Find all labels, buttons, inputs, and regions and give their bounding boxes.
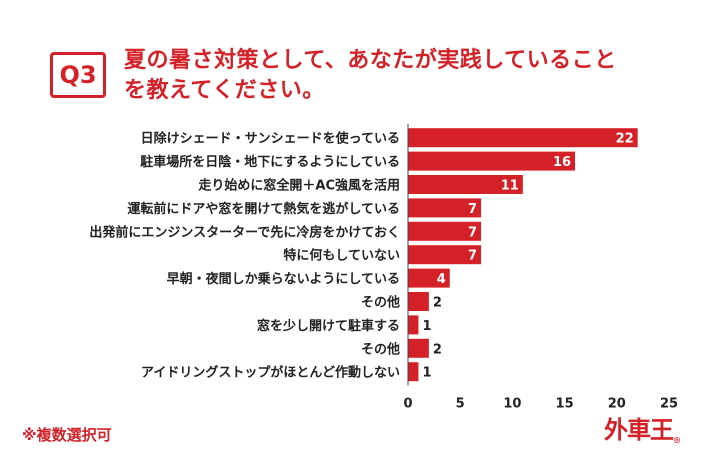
x-tick-label-5: 25 [660,396,678,411]
question-title: 夏の暑さ対策として、あなたが実践していること を教えてください。 [124,46,684,106]
bar-9 [408,338,429,358]
bar-2 [408,175,523,194]
bar-1 [408,151,576,171]
category-label-6: 早朝・夜間しか乗らないようにしている [167,271,400,287]
bar-10 [408,362,419,382]
value-label-3: 7 [468,202,477,217]
value-label-9: 2 [433,342,442,357]
bar-8 [408,315,419,335]
category-label-0: 日除けシェード・サンシェードを使っている [141,131,400,147]
category-label-10: アイドリングストップがほとんど作動しない [141,365,400,381]
x-tick-label-3: 15 [556,396,574,411]
logo-registered-mark: ® [673,435,681,445]
category-label-5: 特に何もしていない [283,248,400,264]
category-label-9: その他 [361,341,400,357]
bar-7 [408,292,429,311]
question-badge: Q3 [50,52,106,98]
bar-3 [408,198,482,218]
brand-logo: 外車王® [604,410,681,445]
value-label-10: 1 [422,366,431,381]
value-label-5: 7 [468,249,477,264]
bar-5 [408,245,482,265]
category-label-3: 運転前にドアや窓を開けて熱気を逃がしている [127,201,400,217]
value-label-4: 7 [468,225,477,240]
category-label-8: 窓を少し開けて駐車する [257,318,400,334]
value-label-0: 22 [616,132,634,147]
bar-6 [408,268,450,288]
x-tick-label-4: 20 [608,396,626,411]
bar-0 [408,128,638,148]
value-label-2: 11 [501,179,519,194]
x-tick-label-0: 0 [403,396,412,411]
bar-4 [408,221,482,241]
category-label-4: 出発前にエンジンスターターで先に冷房をかけておく [89,224,400,240]
value-label-7: 2 [433,296,442,311]
category-label-7: その他 [361,295,400,311]
logo-text: 外車王 [604,415,674,444]
footnote: ※複数選択可 [22,426,112,444]
category-label-1: 駐車場所を日陰・地下にするようにしている [140,154,400,170]
category-label-2: 走り始めに窓全開＋AC強風を活用 [198,178,400,194]
x-tick-label-2: 10 [503,396,521,411]
question-title-line2: を教えてください。 [124,78,325,103]
value-label-8: 1 [422,319,431,334]
value-label-6: 4 [437,272,446,287]
question-title-line1: 夏の暑さ対策として、あなたが実践していること [124,48,617,73]
x-tick-label-1: 5 [456,396,465,411]
value-label-1: 16 [553,155,571,170]
